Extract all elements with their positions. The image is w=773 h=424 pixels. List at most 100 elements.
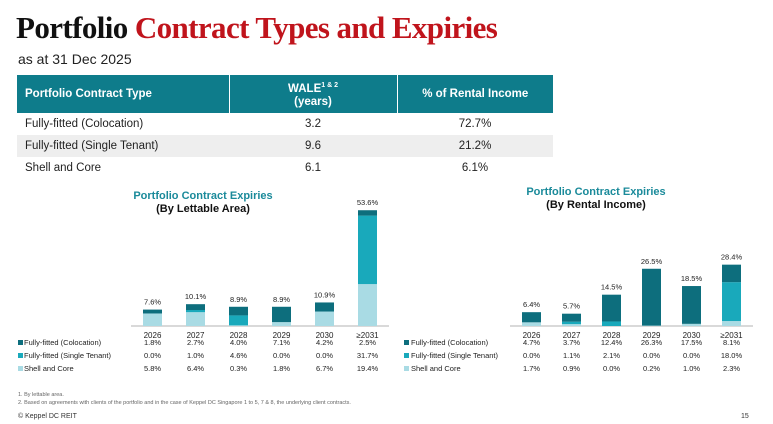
income-bar-colocation-1 [562, 313, 581, 322]
row-wale: 9.6 [229, 135, 397, 157]
income-value-label-2-0: 1.7% [523, 364, 540, 373]
area-total-label-3: 8.9% [273, 295, 290, 304]
area-value-label-1-4: 0.0% [316, 351, 333, 360]
area-value-label-2-4: 6.7% [316, 364, 333, 373]
income-value-label-2-3: 0.2% [643, 364, 660, 373]
area-value-label-0-2: 4.0% [230, 338, 247, 347]
area-legend-swatch-2 [18, 366, 23, 371]
area-legend-label-1: Fully-fitted (Single Tenant) [24, 351, 111, 360]
header-wale: WALE1 & 2 (years) [228, 75, 398, 113]
chart-title-area-line2: (By Lettable Area) [156, 203, 250, 215]
income-value-label-1-0: 0.0% [523, 351, 540, 360]
income-bar-single-tenant-5 [722, 282, 741, 322]
area-bar-colocation-4 [315, 302, 334, 312]
row-pct: 6.1% [461, 162, 489, 174]
income-bar-single-tenant-1 [562, 321, 581, 325]
income-value-label-2-4: 1.0% [683, 364, 700, 373]
row-wale: 6.1 [305, 162, 321, 174]
area-value-label-1-5: 31.7% [357, 351, 379, 360]
area-bar-single-tenant-2 [229, 315, 248, 326]
income-value-label-0-0: 4.7% [523, 338, 540, 347]
income-legend-swatch-2 [404, 366, 409, 371]
area-legend-label-2: Shell and Core [24, 364, 74, 373]
area-legend-swatch-0 [18, 340, 23, 345]
area-bar-colocation-5 [358, 210, 377, 216]
income-bar-shell-core-1 [562, 324, 581, 326]
area-value-label-2-2: 0.3% [230, 364, 247, 373]
income-legend-swatch-1 [404, 353, 409, 358]
chart-title-income: Portfolio Contract Expiries (By Rental I… [503, 186, 689, 212]
income-value-label-0-5: 8.1% [723, 338, 740, 347]
income-total-label-2: 14.5% [601, 283, 623, 292]
income-category-label-0: 2026 [523, 331, 541, 340]
table-row: Fully-fitted (Colocation) 3.2 72.7% [17, 113, 553, 135]
income-bar-shell-core-4 [682, 323, 701, 326]
income-legend-swatch-0 [404, 340, 409, 345]
header-wale-footnote: 1 & 2 [321, 81, 338, 89]
income-category-label-1: 2027 [563, 331, 581, 340]
area-bar-shell-core-3 [272, 322, 291, 326]
contract-type-table: Portfolio Contract Type WALE1 & 2 (years… [17, 75, 553, 179]
income-legend-label-2: Shell and Core [411, 364, 461, 373]
income-legend-label-1: Fully-fitted (Single Tenant) [411, 351, 498, 360]
income-value-label-0-1: 3.7% [563, 338, 580, 347]
income-category-label-4: 2030 [683, 331, 701, 340]
income-value-label-1-3: 0.0% [643, 351, 660, 360]
row-pct: 72.7% [458, 118, 492, 130]
income-value-label-1-5: 18.0% [721, 351, 743, 360]
area-value-label-0-4: 4.2% [316, 338, 333, 347]
area-value-label-1-2: 4.6% [230, 351, 247, 360]
area-bar-shell-core-4 [315, 311, 334, 326]
area-bar-shell-core-1 [186, 312, 205, 326]
area-legend-label-0: Fully-fitted (Colocation) [24, 338, 102, 347]
area-category-label-3: 2029 [273, 331, 291, 340]
area-bar-single-tenant-5 [358, 215, 377, 285]
area-value-label-2-1: 6.4% [187, 364, 204, 373]
area-value-label-2-0: 5.8% [144, 364, 161, 373]
income-bar-colocation-5 [722, 264, 741, 283]
income-value-label-0-4: 17.5% [681, 338, 703, 347]
area-category-label-1: 2027 [187, 331, 205, 340]
page-title: Portfolio Contract Types and Expiries [16, 10, 498, 46]
area-bar-colocation-3 [272, 306, 291, 323]
header-wale-label: WALE [288, 82, 322, 95]
income-total-label-3: 26.5% [641, 257, 663, 266]
chart-title-area: Portfolio Contract Expiries (By Lettable… [110, 190, 296, 216]
income-category-label-2: 2028 [603, 331, 621, 340]
row-pct: 21.2% [397, 135, 553, 157]
page-subtitle: as at 31 Dec 2025 [18, 51, 132, 67]
income-category-label-3: 2029 [643, 331, 661, 340]
area-bar-colocation-2 [229, 306, 248, 316]
area-bar-single-tenant-1 [186, 310, 205, 313]
table-row: Shell and Core 6.1 6.1% [17, 157, 553, 179]
income-value-label-2-1: 0.9% [563, 364, 580, 373]
area-value-label-0-1: 2.7% [187, 338, 204, 347]
income-bar-single-tenant-2 [602, 321, 621, 326]
income-total-label-1: 5.7% [563, 302, 580, 311]
header-rental-income: % of Rental Income [397, 75, 553, 113]
area-category-label-2: 2028 [230, 331, 248, 340]
income-total-label-5: 28.4% [721, 253, 743, 262]
area-value-label-0-0: 1.8% [144, 338, 161, 347]
income-value-label-0-3: 26.3% [641, 338, 663, 347]
footnote-1: 1. By lettable area. [18, 392, 64, 398]
area-total-label-2: 8.9% [230, 295, 247, 304]
area-value-label-0-5: 2.5% [359, 338, 376, 347]
area-category-label-5: ≥2031 [356, 331, 379, 340]
area-bar-shell-core-2 [229, 325, 248, 326]
footnotes: 1. By lettable area. 2. Based on agreeme… [18, 391, 351, 407]
income-legend-label-0: Fully-fitted (Colocation) [411, 338, 489, 347]
income-category-label-5: ≥2031 [720, 331, 743, 340]
area-total-label-5: 53.6% [357, 198, 379, 207]
area-legend-swatch-1 [18, 353, 23, 358]
income-value-label-0-2: 12.4% [601, 338, 623, 347]
area-bar-shell-core-0 [143, 313, 162, 326]
page-title-part1: Portfolio [16, 10, 128, 45]
income-value-label-2-5: 2.3% [723, 364, 740, 373]
area-category-label-4: 2030 [316, 331, 334, 340]
area-value-label-1-0: 0.0% [144, 351, 161, 360]
table-header-row: Portfolio Contract Type WALE1 & 2 (years… [17, 75, 553, 113]
income-bar-shell-core-5 [722, 321, 741, 326]
page-title-part2: Contract Types and Expiries [134, 10, 498, 45]
